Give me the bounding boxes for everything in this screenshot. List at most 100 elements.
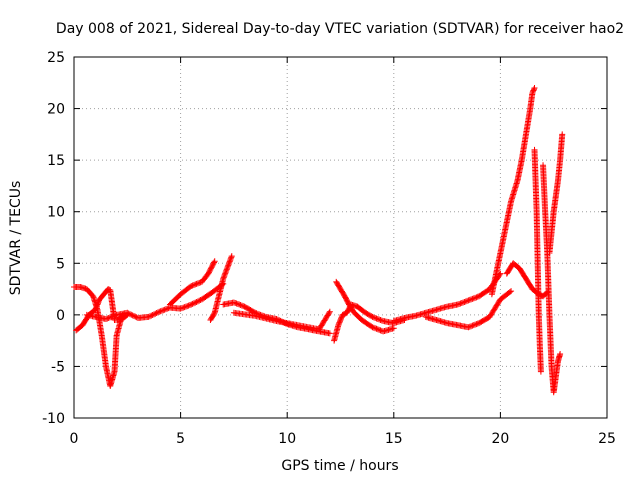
data-point — [102, 315, 109, 322]
data-point — [468, 323, 475, 330]
data-point — [472, 321, 479, 328]
data-point — [531, 84, 538, 91]
data-point — [226, 259, 233, 266]
data-point — [338, 314, 345, 321]
data-point — [146, 313, 153, 320]
data-point — [374, 326, 381, 333]
data-point — [186, 302, 193, 309]
data-point — [124, 309, 131, 316]
data-point — [457, 300, 464, 307]
data-point — [94, 300, 101, 307]
x-tick-label: 20 — [491, 431, 509, 447]
data-point — [326, 330, 333, 337]
data-point — [237, 302, 244, 309]
series-arc-l — [488, 84, 538, 298]
x-axis-label: GPS time / hours — [281, 458, 398, 474]
axis-ticks — [73, 56, 608, 419]
data-point — [326, 308, 333, 315]
y-tick-label: -10 — [42, 411, 65, 427]
y-tick-label: 10 — [47, 205, 65, 221]
data-point — [178, 305, 185, 312]
data-point — [462, 298, 469, 305]
data-point — [454, 301, 461, 308]
data-point — [108, 313, 115, 320]
data-point — [211, 259, 218, 266]
data-point — [190, 300, 197, 307]
data-point — [338, 315, 345, 322]
data-point — [473, 294, 480, 301]
data-point — [193, 280, 200, 287]
data-point — [192, 281, 199, 288]
data-point — [233, 300, 240, 307]
data-point — [228, 253, 235, 260]
data-point — [369, 313, 376, 320]
data-point — [130, 313, 137, 320]
data-point — [530, 87, 537, 94]
data-point — [156, 308, 163, 315]
data-point — [238, 302, 245, 309]
y-tick-label: 5 — [56, 256, 65, 272]
data-point — [369, 324, 376, 331]
data-point — [158, 307, 165, 314]
data-point — [106, 314, 113, 321]
series-arc-o — [540, 162, 564, 396]
data-point — [145, 313, 152, 320]
data-point — [112, 312, 119, 319]
x-tick-label: 15 — [385, 431, 403, 447]
plot-frame — [73, 56, 608, 419]
data-point — [373, 325, 380, 332]
grid-lines — [74, 57, 607, 418]
data-point — [223, 266, 230, 273]
data-point — [152, 310, 159, 317]
data-point — [372, 314, 379, 321]
data-point — [236, 301, 243, 308]
data-point — [232, 299, 239, 306]
data-point — [225, 261, 232, 268]
data-point — [94, 301, 101, 308]
data-point — [225, 262, 232, 269]
series-arc-e — [207, 253, 235, 324]
data-point — [466, 323, 473, 330]
series-arc-p — [546, 131, 566, 256]
data-point — [125, 310, 132, 317]
data-point — [374, 315, 381, 322]
data-point — [185, 302, 192, 309]
data-point — [537, 368, 544, 375]
data-point — [228, 254, 235, 261]
data-point — [92, 306, 99, 313]
data-point — [226, 258, 233, 265]
data-point — [220, 274, 227, 281]
data-point — [153, 310, 160, 317]
data-point — [95, 298, 102, 305]
data-point — [465, 297, 472, 304]
data-point — [188, 301, 195, 308]
data-point — [473, 321, 480, 328]
data-point — [222, 270, 229, 277]
data-point — [335, 322, 342, 329]
data-point — [240, 303, 247, 310]
data-point — [194, 280, 201, 287]
data-point — [335, 320, 342, 327]
data-point — [469, 322, 476, 329]
data-point — [164, 305, 171, 312]
data-point — [221, 273, 228, 280]
data-point — [180, 304, 187, 311]
series-arc-n — [531, 146, 544, 375]
data-point — [197, 297, 204, 304]
data-point — [370, 324, 377, 331]
data-points — [71, 84, 566, 396]
data-point — [177, 305, 184, 312]
data-point — [461, 298, 468, 305]
data-point — [93, 304, 100, 311]
y-tick-label: 20 — [47, 102, 65, 118]
data-point — [162, 306, 169, 313]
series-arc-d — [166, 258, 218, 308]
data-point — [466, 296, 473, 303]
data-point — [472, 294, 479, 301]
data-point — [222, 269, 229, 276]
data-point — [458, 299, 465, 306]
data-point — [456, 301, 463, 308]
data-point — [465, 324, 472, 331]
data-point — [464, 297, 471, 304]
